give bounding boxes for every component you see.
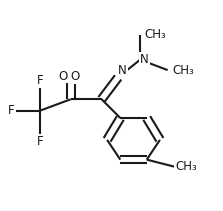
Text: F: F [8,104,14,117]
Text: CH₃: CH₃ [175,160,197,173]
Text: N: N [118,64,127,77]
Text: O: O [58,70,67,83]
Text: CH₃: CH₃ [172,64,194,77]
Text: N: N [140,53,149,66]
Text: F: F [37,74,43,87]
Text: F: F [37,135,43,148]
Text: CH₃: CH₃ [145,28,166,41]
Text: O: O [71,70,80,83]
